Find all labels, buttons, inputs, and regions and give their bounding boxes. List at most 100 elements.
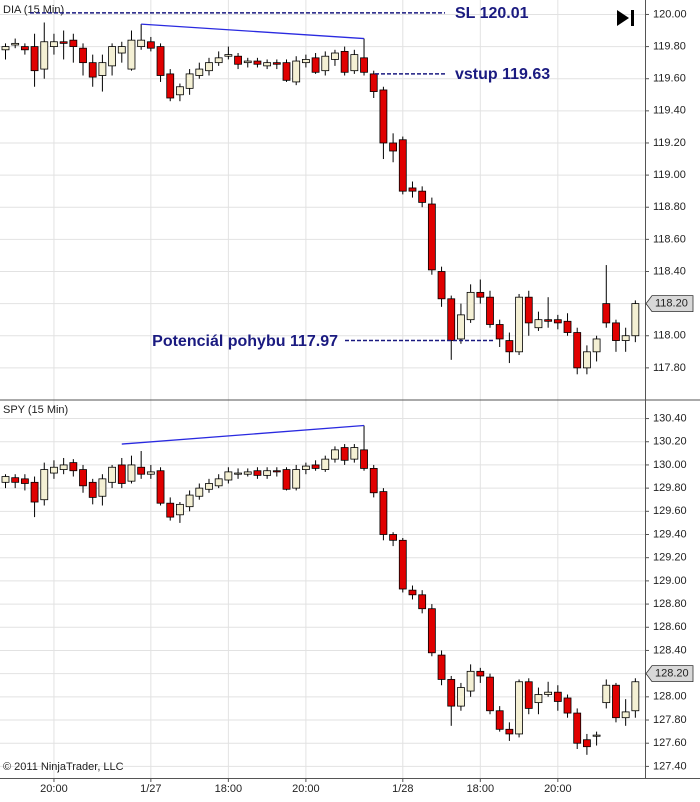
y-tick-label: 130.40 (653, 412, 687, 424)
candle-body (524, 296, 533, 324)
candle-body (146, 471, 155, 475)
candle-body (369, 73, 378, 92)
y-tick-label: 129.80 (653, 482, 687, 494)
candle-body (30, 46, 39, 72)
candle-body (592, 734, 601, 737)
candle-body (205, 62, 213, 72)
candle-body (515, 296, 523, 353)
candle-body (553, 319, 562, 324)
candle-body (631, 681, 640, 712)
y-tick-label: 128.80 (653, 598, 687, 610)
trend-line (121, 424, 365, 445)
candle-body (243, 60, 252, 64)
candle-body (282, 469, 291, 490)
candle-body (69, 462, 78, 472)
y-tick-label: 129.20 (653, 552, 687, 564)
candle-body (621, 711, 630, 719)
candle-body (524, 681, 533, 709)
candle-body (30, 481, 39, 503)
candle-body (389, 534, 398, 541)
y-tick-label: 119.00 (653, 169, 686, 181)
trend-line (141, 23, 365, 40)
candle-body (457, 314, 465, 340)
candle-body (321, 55, 330, 72)
candle-body (292, 469, 301, 489)
candle-body (224, 471, 233, 481)
y-tick-label: 128.40 (653, 644, 687, 656)
candle-body (427, 608, 436, 654)
grid (0, 0, 645, 778)
candle-body (505, 728, 514, 735)
candle-body (398, 539, 407, 590)
y-tick-label: 119.80 (653, 40, 686, 52)
candle-body (515, 681, 523, 735)
candle-body (108, 46, 116, 67)
candle-body (205, 483, 213, 490)
candle-body (534, 694, 543, 704)
candle-body (272, 470, 281, 473)
candle-body (214, 478, 223, 487)
candle-body (156, 46, 165, 76)
candle-body (447, 679, 456, 707)
x-tick-label: 1/27 (140, 783, 161, 795)
candle-body (447, 298, 456, 341)
candle-body (88, 62, 97, 78)
candle-body (612, 322, 620, 341)
last-price-label: 128.20 (655, 668, 689, 680)
candle-body (583, 739, 591, 748)
y-tick-label: 127.40 (653, 760, 687, 772)
y-tick-label: 127.60 (653, 737, 687, 749)
candle-body (466, 291, 475, 321)
candle-body (137, 39, 146, 47)
candle-body (263, 62, 272, 67)
candle-body (379, 89, 388, 144)
y-tick-label: 118.80 (653, 201, 686, 213)
candle-body (408, 589, 417, 596)
candle-body (563, 320, 572, 333)
candle-body (563, 697, 572, 714)
candle-body (311, 57, 320, 73)
candle-body (466, 670, 475, 692)
x-tick-label: 20:00 (544, 783, 572, 795)
candle-body (79, 469, 87, 487)
panel-title: SPY (15 Min) (3, 404, 68, 416)
candle-body (360, 449, 368, 469)
last-price-box (645, 665, 694, 683)
candle-body (389, 142, 398, 152)
candle-body (98, 478, 107, 497)
candle-body (331, 52, 339, 60)
candle-body (621, 335, 630, 341)
candle-body (476, 670, 485, 677)
candle-body (117, 464, 126, 484)
end-icon-bar[interactable] (631, 10, 634, 26)
candle-body (301, 59, 310, 64)
end-icon-arrow[interactable] (617, 10, 629, 26)
candle-body (234, 472, 242, 475)
candle-body (234, 55, 242, 65)
level-label: Potenciál pohybu 117.97 (152, 333, 338, 350)
candle-body (156, 470, 165, 504)
candle-body (117, 46, 126, 54)
x-tick-label: 18:00 (215, 783, 243, 795)
candle-body (360, 57, 368, 73)
candle-body (544, 691, 553, 695)
candle-body (544, 319, 553, 322)
candle-body (88, 481, 97, 498)
candle-body (301, 465, 310, 470)
footer: © 2011 NinjaTrader, LLC (3, 761, 124, 773)
candle-body (573, 712, 582, 744)
candle-body (272, 62, 281, 65)
candle-body (146, 41, 155, 49)
y-tick-label: 128.00 (653, 691, 687, 703)
candle-body (59, 464, 68, 470)
candle-body (50, 466, 58, 474)
candle-body (1, 46, 10, 51)
candle-body (457, 687, 465, 707)
candle-body (20, 478, 29, 484)
candle-body (398, 139, 407, 192)
y-tick-label: 128.60 (653, 621, 687, 633)
candle-body (340, 51, 349, 73)
end-icon[interactable] (617, 10, 634, 26)
panel-title: DIA (15 Min) (3, 4, 64, 16)
